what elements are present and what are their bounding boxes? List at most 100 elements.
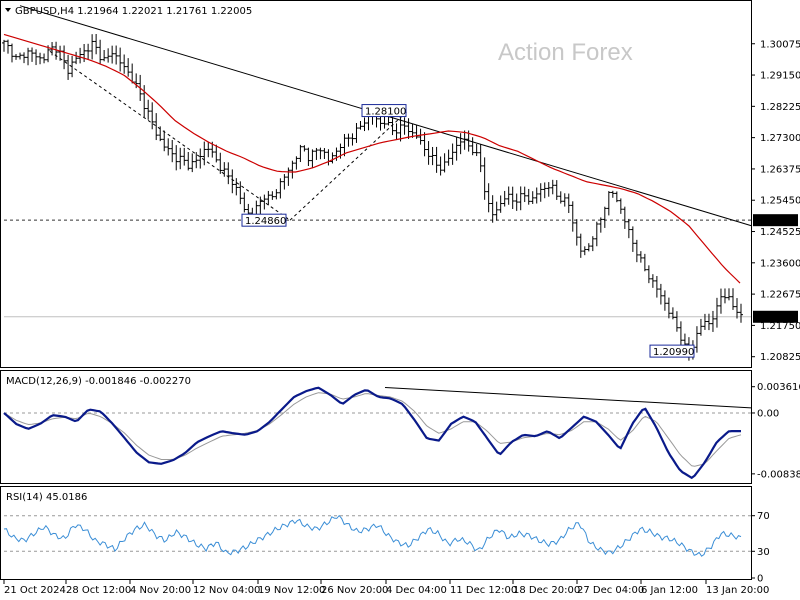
- ohlc-bar: [566, 193, 571, 214]
- ohlc-bar: [290, 160, 295, 179]
- y-tick-label: 1.28225: [760, 102, 800, 113]
- ohlc-bar: [346, 133, 351, 147]
- ohlc-bar: [490, 195, 495, 223]
- rsi-y-label: 30: [757, 547, 770, 558]
- ohlc-bar: [730, 288, 735, 310]
- ohlc-bar: [414, 124, 419, 139]
- ohlc-bar: [710, 310, 715, 332]
- ohlc-bar: [262, 194, 267, 210]
- ohlc-bar: [202, 141, 207, 166]
- ohlc-bar: [282, 174, 287, 190]
- ohlc-bar: [18, 52, 23, 60]
- price-label: 1.28100: [365, 107, 406, 118]
- rsi-title: RSI(14) 45.0186: [6, 492, 87, 503]
- ohlc-bar: [298, 144, 303, 163]
- ohlc-bar: [422, 132, 427, 157]
- rsi-lines: 70 30 0: [3, 511, 770, 585]
- x-tick-label: 21 Oct 2024: [4, 585, 66, 596]
- ohlc-bar: [286, 167, 291, 186]
- ohlc-bar: [66, 54, 71, 80]
- ohlc-bar: [102, 49, 107, 62]
- ohlc-bar: [650, 274, 655, 288]
- x-tick-label: 4 Nov 20:00: [130, 585, 191, 596]
- y-tick-label: 1.22675: [760, 290, 800, 301]
- ohlc-bar: [622, 206, 627, 229]
- y-tick-label: 1.21750: [760, 321, 800, 332]
- ohlc-bar: [86, 43, 91, 60]
- ohlc-bar: [22, 52, 27, 64]
- ohlc-bar: [334, 147, 339, 161]
- ohlc-bar: [306, 147, 311, 167]
- macd-y-label: 0.003616: [757, 382, 800, 393]
- ohlc-bar: [186, 151, 191, 171]
- price-bars: [2, 34, 743, 361]
- y-tick-label: 1.26375: [760, 164, 800, 175]
- x-tick-label: 18 Dec 20:00: [513, 585, 580, 596]
- ohlc-bar: [502, 190, 507, 207]
- price-label-box: [241, 213, 287, 227]
- ohlc-bar: [522, 186, 527, 203]
- ohlc-bar: [110, 45, 115, 64]
- ohlc-bar: [486, 183, 491, 213]
- ohlc-bar: [482, 157, 487, 200]
- ohlc-bar: [618, 198, 623, 214]
- ohlc-bar: [586, 243, 591, 252]
- ohlc-bar: [726, 288, 731, 301]
- ohlc-bar: [578, 233, 583, 258]
- ohlc-bar: [106, 48, 111, 63]
- ohlc-bar: [554, 180, 559, 200]
- ohlc-bar: [90, 34, 95, 60]
- ohlc-bar: [562, 193, 567, 207]
- ohlc-bar: [646, 265, 651, 284]
- x-tick-label: 6 Jan 12:00: [641, 585, 698, 596]
- ohlc-bar: [706, 313, 711, 331]
- ohlc-bar: [134, 73, 139, 89]
- ohlc-bar: [582, 246, 587, 256]
- ohlc-bar: [178, 147, 183, 170]
- ohlc-bar: [122, 54, 127, 74]
- ohlc-bar: [398, 117, 403, 142]
- ohlc-bar: [574, 219, 579, 246]
- ohlc-bar: [510, 186, 515, 209]
- y-tick-label: 1.30075: [760, 39, 800, 50]
- ohlc-bar: [170, 139, 175, 163]
- ohlc-bar: [458, 133, 463, 155]
- rsi-panel-frame: [0, 486, 752, 580]
- ohlc-bar: [570, 201, 575, 232]
- x-tick-label: 13 Jan 20:00: [706, 585, 769, 596]
- y-tick-label: 1.23600: [760, 258, 800, 269]
- macd-panel-frame: [0, 370, 752, 484]
- ohlc-bar: [74, 51, 79, 65]
- ohlc-bar: [382, 116, 387, 129]
- ohlc-bar: [450, 143, 455, 165]
- ohlc-bar: [258, 196, 263, 215]
- ohlc-bar: [434, 146, 439, 173]
- x-tick-label: 19 Nov 12:00: [258, 585, 325, 596]
- ohlc-bar: [222, 162, 227, 177]
- ohlc-bar: [242, 192, 247, 213]
- ohlc-bar: [6, 39, 11, 54]
- ohlc-bar: [410, 123, 415, 138]
- ohlc-bar: [234, 178, 239, 196]
- ohlc-bar: [230, 169, 235, 194]
- ohlc-bar: [658, 283, 663, 305]
- ohlc-bar: [166, 138, 171, 156]
- ohlc-bar: [462, 130, 467, 150]
- x-tick-label: 26 Nov 20:00: [321, 585, 388, 596]
- ohlc-bar: [158, 126, 163, 142]
- rsi-y-label: 0: [757, 574, 763, 585]
- ohlc-bar: [150, 102, 155, 130]
- ohlc-bar: [606, 191, 611, 216]
- ohlc-bar: [718, 288, 723, 314]
- dropdown-triangle-icon[interactable]: [5, 8, 11, 12]
- ohlc-bar: [702, 313, 707, 330]
- ohlc-bar: [610, 190, 615, 198]
- ohlc-bar: [666, 297, 671, 319]
- ohlc-bar: [310, 149, 315, 169]
- ohlc-bar: [474, 143, 479, 157]
- ohlc-bar: [390, 115, 395, 136]
- price-axis: 1.30075 1.29150 1.28225 1.27300 1.26375 1.254…: [751, 39, 800, 363]
- ohlc-bar: [722, 288, 727, 304]
- ohlc-bar: [34, 49, 39, 66]
- ohlc-bar: [446, 149, 451, 166]
